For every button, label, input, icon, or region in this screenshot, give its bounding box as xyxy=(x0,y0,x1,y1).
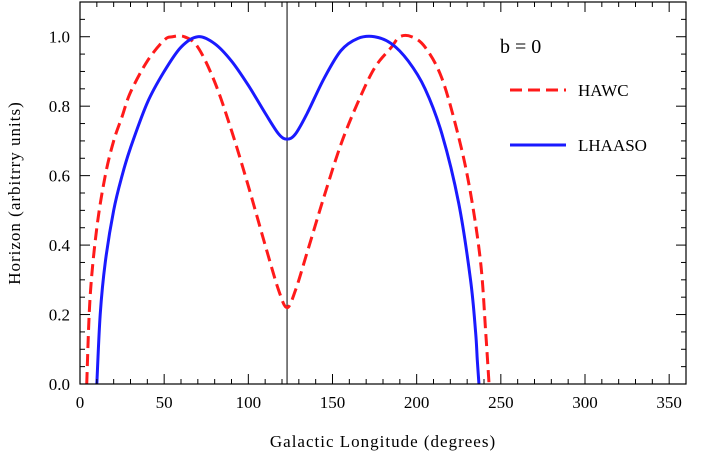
annotation-label: b = 0 xyxy=(500,36,541,58)
legend-label-hawc: HAWC xyxy=(578,81,629,100)
x-tick-label: 350 xyxy=(656,393,682,412)
y-tick-label: 1.0 xyxy=(49,28,70,47)
y-tick-label: 0.4 xyxy=(49,236,71,255)
y-tick-label: 0.2 xyxy=(49,306,70,325)
legend-label-lhaaso: LHAASO xyxy=(578,136,647,155)
series-line-lhaaso xyxy=(95,34,481,385)
x-tick-label: 50 xyxy=(156,393,173,412)
x-tick-label: 150 xyxy=(320,393,346,412)
x-tick-label: 0 xyxy=(76,393,85,412)
x-tick-label: 100 xyxy=(236,393,262,412)
y-axis-title: Horizon (arbitrry units) xyxy=(5,101,24,285)
x-tick-label: 250 xyxy=(488,393,514,412)
y-tick-label: 0.8 xyxy=(49,97,70,116)
y-tick-label: 0.0 xyxy=(49,375,70,394)
x-axis-title: Galactic Longitude (degrees) xyxy=(270,432,496,451)
x-tick-label: 200 xyxy=(404,393,430,412)
series-line-hawc xyxy=(85,33,491,385)
x-tick-label: 300 xyxy=(572,393,598,412)
y-tick-label: 0.6 xyxy=(49,167,70,186)
